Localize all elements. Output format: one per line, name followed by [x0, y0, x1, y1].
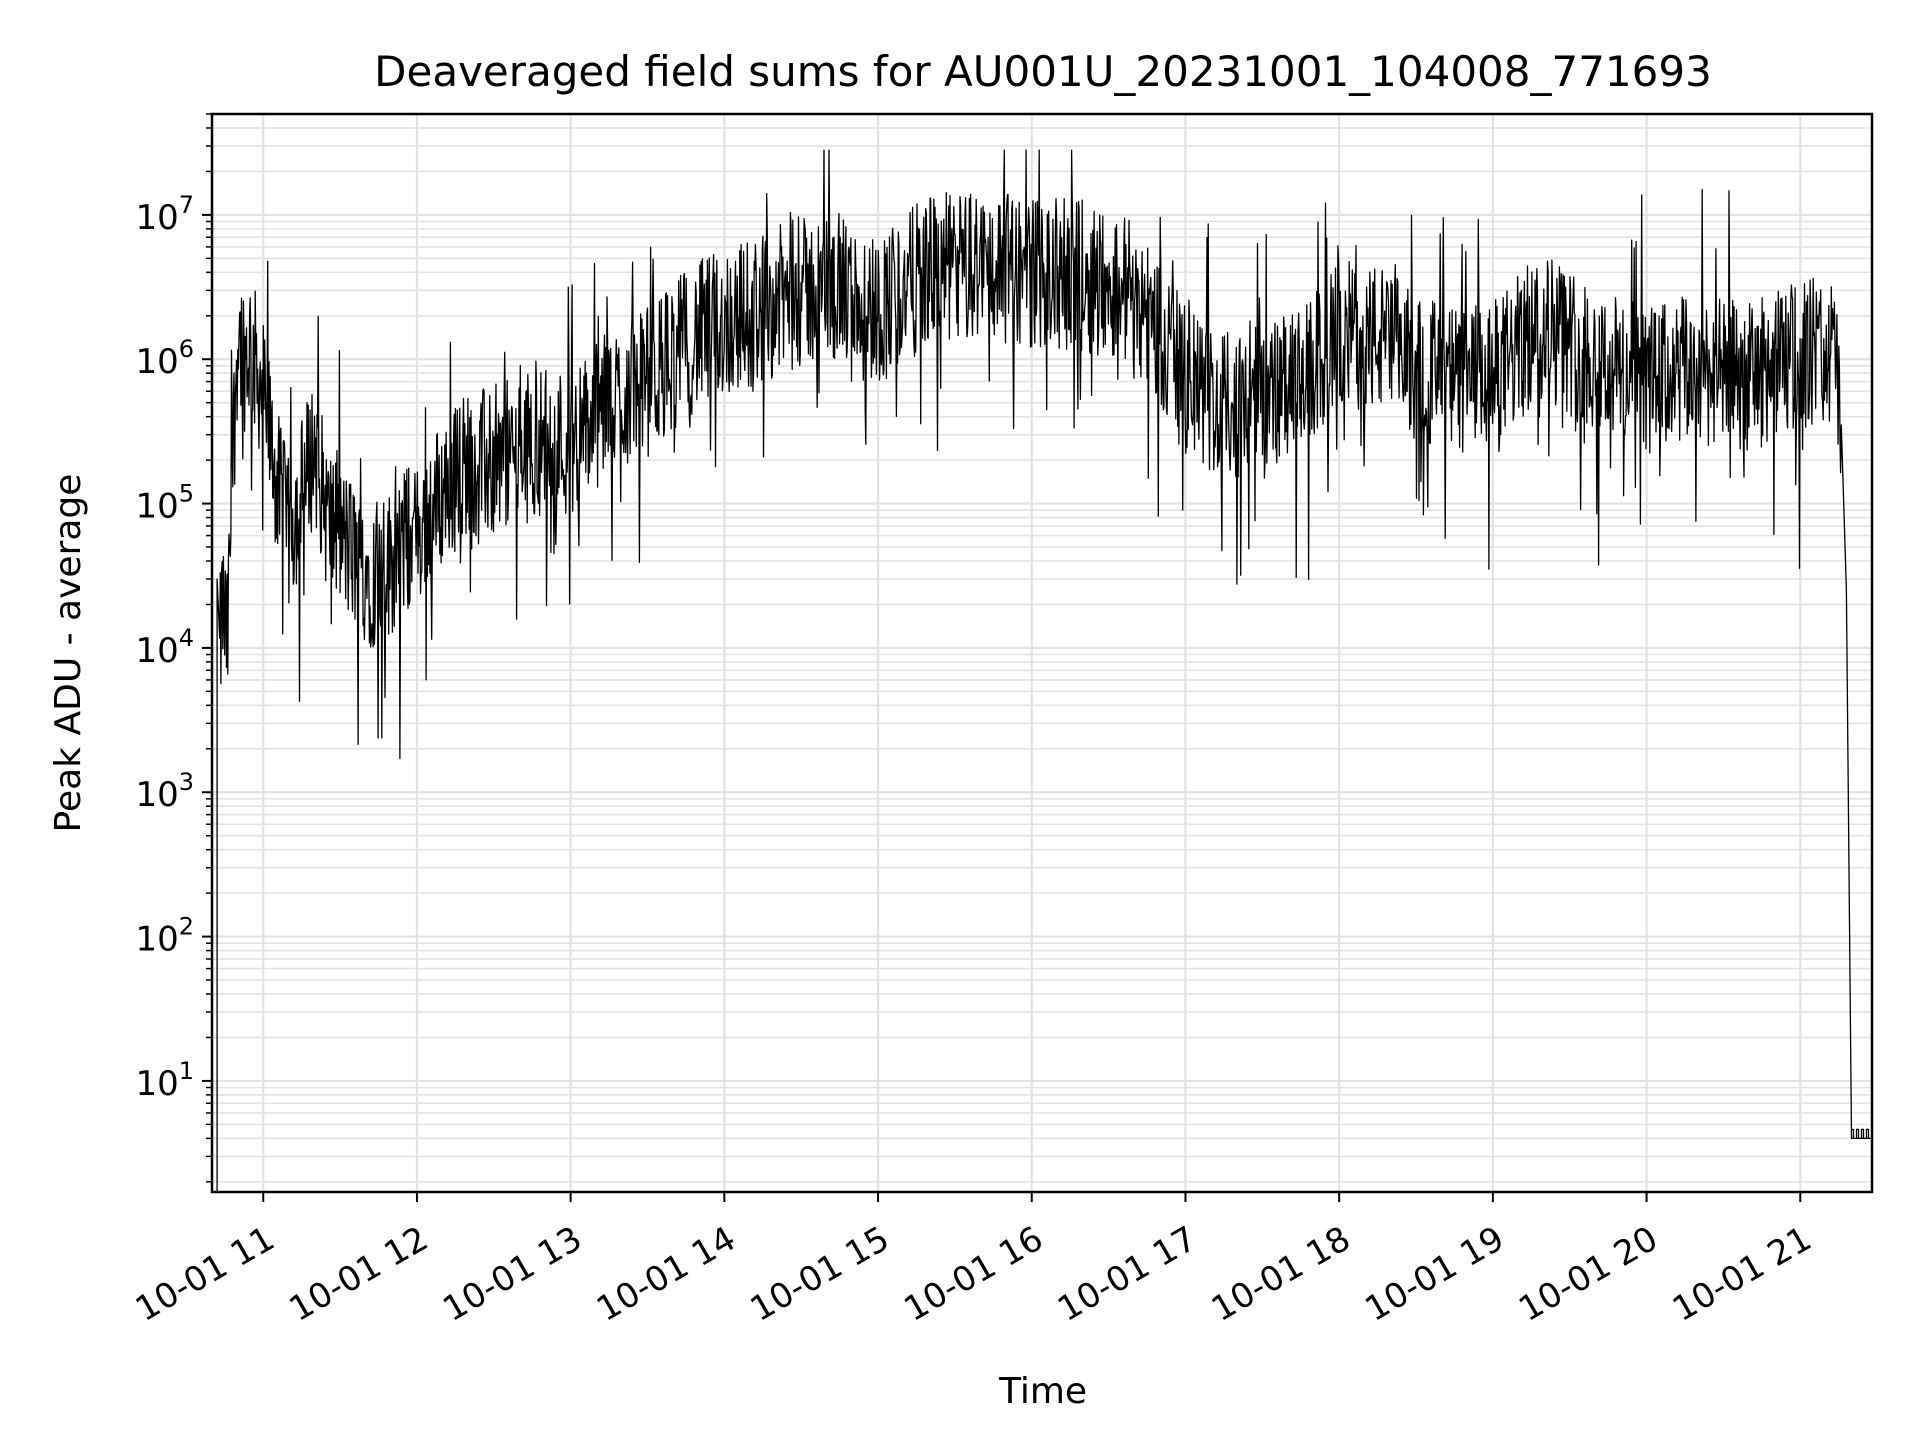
y-tick-label-exponent: 7: [179, 191, 194, 219]
y-tick-label: 105: [135, 480, 194, 527]
y-tick-label-exponent: 1: [179, 1057, 194, 1085]
y-tick-label-base: 10: [135, 920, 178, 960]
y-tick-label-base: 10: [135, 631, 178, 671]
y-axis-label: Peak ADU - average: [48, 474, 89, 833]
y-tick-label-exponent: 3: [179, 768, 194, 796]
y-tick-label: 107: [135, 191, 194, 238]
y-tick-label-exponent: 2: [179, 913, 194, 941]
y-tick-label: 103: [135, 768, 194, 815]
y-tick-label-base: 10: [135, 487, 178, 527]
y-tick-label-exponent: 4: [179, 624, 194, 652]
y-tick-label: 106: [135, 335, 194, 382]
y-tick-label-base: 10: [135, 775, 178, 815]
y-tick-label-base: 10: [135, 198, 178, 238]
y-tick-label-exponent: 5: [179, 480, 194, 508]
y-tick-label: 101: [135, 1057, 194, 1104]
y-tick-label: 104: [135, 624, 194, 671]
data-line-group: [216, 149, 1873, 1192]
chart-title: Deaveraged field sums for AU001U_2023100…: [374, 47, 1712, 96]
y-tick-label-exponent: 6: [179, 335, 194, 363]
y-tick-label: 102: [135, 913, 194, 960]
plot-frame: [210, 112, 1874, 1194]
series-line: [216, 149, 1873, 1192]
gridlines: [212, 113, 1872, 1192]
y-tick-label-base: 10: [135, 1064, 178, 1104]
x-axis-label: Time: [998, 1371, 1087, 1412]
y-tick-label-base: 10: [135, 342, 178, 382]
